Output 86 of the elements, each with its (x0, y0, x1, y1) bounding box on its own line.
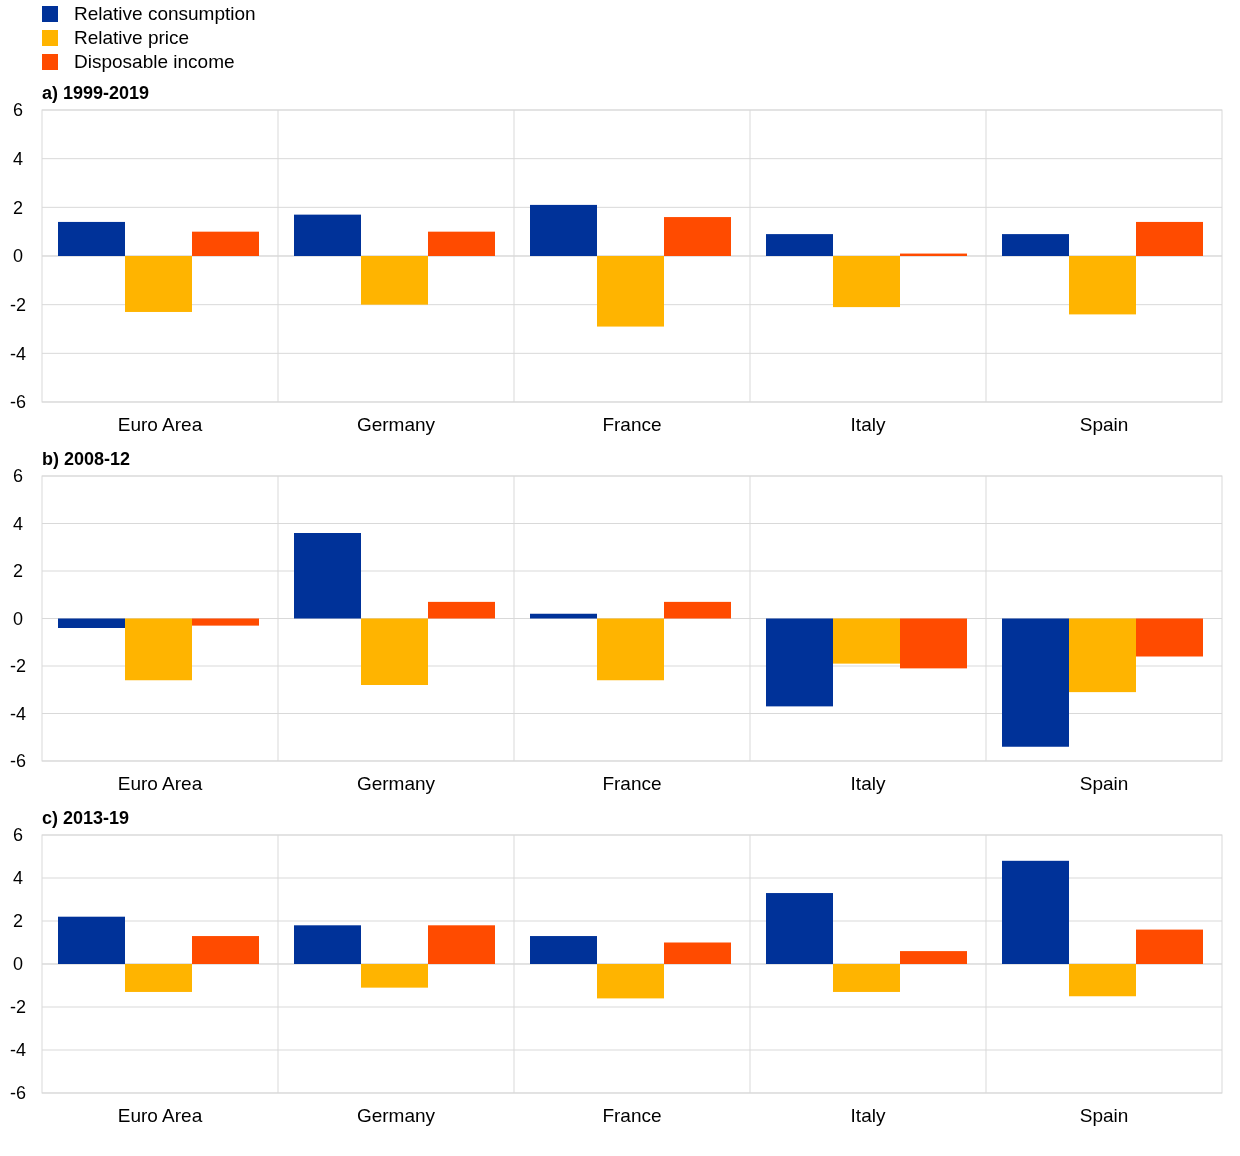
bar (125, 618, 192, 681)
y-tick-label: 0 (12, 954, 24, 975)
bar (1069, 964, 1136, 997)
bar (1002, 234, 1069, 256)
bar (766, 618, 833, 707)
bar (58, 618, 125, 628)
bar (1069, 618, 1136, 693)
chart-title: c) 2013-19 (42, 808, 130, 828)
legend-label: Relative consumption (74, 3, 256, 24)
chart-title: b) 2008-12 (42, 449, 131, 469)
bar (530, 936, 597, 964)
bar (192, 231, 259, 256)
y-tick-label: -4 (9, 703, 27, 724)
bar (1136, 929, 1203, 964)
y-tick-label: -6 (9, 751, 27, 772)
legend-label: Relative price (74, 27, 190, 48)
y-tick-label: -4 (9, 343, 27, 364)
bar (1002, 860, 1069, 964)
bar (1136, 221, 1203, 256)
y-tick-label: 6 (12, 100, 24, 121)
x-tick-label: Germany (356, 414, 436, 436)
bar (664, 217, 731, 256)
legend-label: Disposable income (74, 51, 235, 72)
bar (361, 964, 428, 988)
bar (664, 942, 731, 964)
x-tick-label: Italy (850, 773, 886, 795)
bar (597, 618, 664, 681)
bar (1136, 618, 1203, 657)
bar (192, 936, 259, 964)
chart-title: a) 1999-2019 (42, 83, 150, 103)
x-tick-label: France (602, 1105, 662, 1127)
y-tick-label: 4 (12, 868, 24, 889)
x-tick-label: France (602, 414, 662, 436)
bar (428, 601, 495, 619)
x-tick-label: Euro Area (117, 773, 203, 795)
bar (294, 533, 361, 619)
bar (900, 618, 967, 669)
x-tick-label: France (602, 773, 662, 795)
x-tick-label: Spain (1079, 1105, 1129, 1127)
bar (58, 916, 125, 964)
y-tick-label: -6 (9, 1083, 27, 1104)
bar (192, 618, 259, 626)
bar (766, 893, 833, 964)
y-tick-label: 2 (12, 561, 24, 582)
y-tick-label: -2 (9, 997, 27, 1018)
y-tick-label: 4 (12, 513, 24, 534)
y-tick-label: 0 (12, 246, 24, 267)
y-tick-label: -6 (9, 392, 27, 413)
bar (833, 618, 900, 664)
bar (1002, 618, 1069, 747)
bar (294, 925, 361, 964)
y-tick-label: -4 (9, 1040, 27, 1061)
bar (530, 204, 597, 256)
y-tick-label: 2 (12, 197, 24, 218)
y-tick-label: 2 (12, 911, 24, 932)
bar (361, 256, 428, 305)
bar (664, 601, 731, 619)
bar (361, 618, 428, 685)
bar (428, 925, 495, 964)
y-tick-label: 4 (12, 148, 24, 169)
bar (125, 256, 192, 312)
bar (58, 221, 125, 256)
bar (766, 234, 833, 256)
x-tick-label: Germany (356, 1105, 436, 1127)
x-tick-label: Italy (850, 1105, 886, 1127)
x-tick-label: Germany (356, 773, 436, 795)
x-tick-label: Euro Area (117, 414, 203, 436)
x-tick-label: Spain (1079, 414, 1129, 436)
y-tick-label: 6 (12, 466, 24, 487)
bar (833, 964, 900, 992)
bar (597, 964, 664, 999)
x-tick-label: Euro Area (117, 1105, 203, 1127)
x-tick-label: Italy (850, 414, 886, 436)
y-tick-label: 6 (12, 825, 24, 846)
bar (530, 613, 597, 619)
bar (833, 256, 900, 308)
y-tick-label: 0 (12, 608, 24, 629)
bar (900, 951, 967, 964)
bar (294, 214, 361, 256)
y-tick-label: -2 (9, 294, 27, 315)
x-tick-label: Spain (1079, 773, 1129, 795)
bar (1069, 256, 1136, 315)
bar (125, 964, 192, 992)
bar (428, 231, 495, 256)
bar (597, 256, 664, 327)
y-tick-label: -2 (9, 656, 27, 677)
